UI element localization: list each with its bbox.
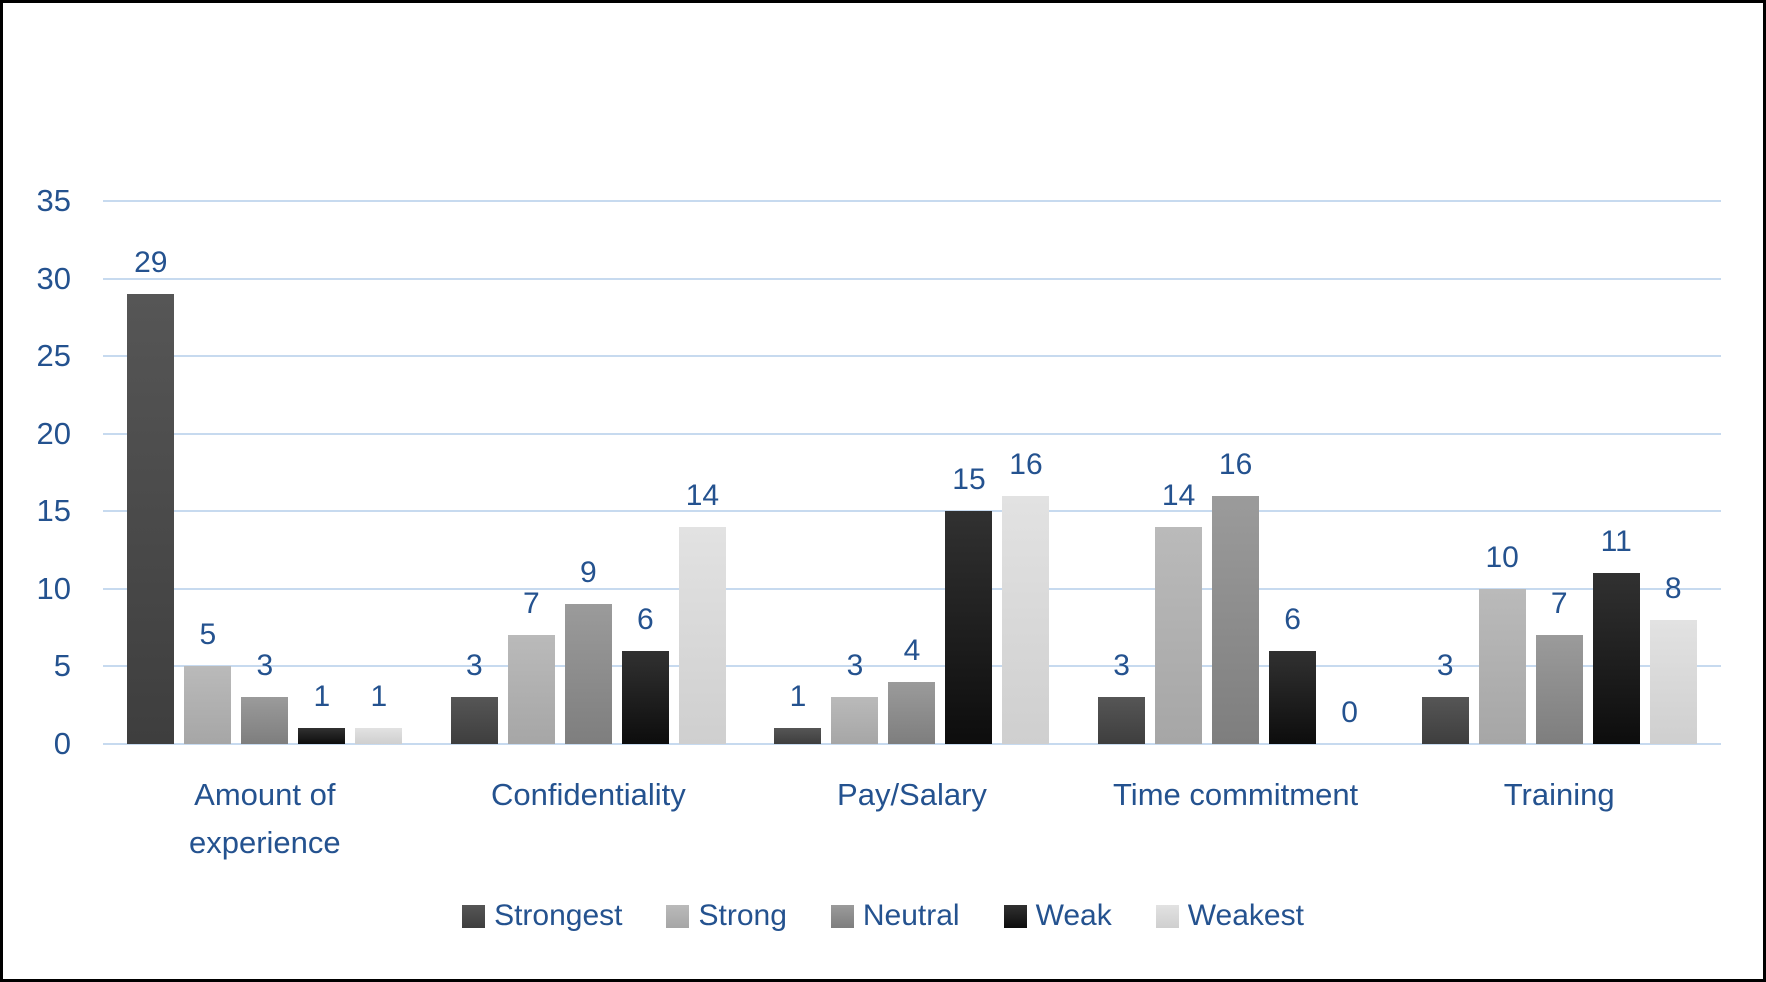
gridline [103,432,1721,435]
bar-strongest [450,697,498,744]
y-tick-label: 20 [36,415,71,451]
gridline [103,587,1721,590]
bar-strong [507,635,555,744]
bar-value-label: 16 [1009,448,1043,481]
bar-strong [1478,589,1526,744]
legend-swatch-strongest [462,904,486,928]
bar-value-label: 11 [1600,525,1632,558]
bar-value-label: 4 [903,634,921,667]
bar-weakest [355,728,403,744]
bar-value-label: 16 [1218,448,1253,481]
bar-strongest [774,728,822,744]
legend-item-weak: Weak [1003,899,1112,933]
bar-neutral [241,697,289,744]
bar-value-label: 1 [789,680,807,713]
gridline [103,277,1721,280]
bar-weak [945,511,993,744]
legend: Strongest Strong Neutral Weak Weakest [3,899,1763,933]
bar-strong [184,666,232,744]
plot-area: 29 5 3 1 1 3 7 9 6 14 1 3 4 15 16 3 14 16 6 0 3 10 7 11 8 [103,3,1721,745]
legend-swatch-strong [666,904,690,928]
bar-neutral [888,682,936,744]
x-axis-line [103,743,1721,745]
bar-neutral [564,604,612,744]
bar-value-label: 15 [952,463,986,496]
legend-label: Strongest [494,899,623,932]
bar-group: 3 10 7 11 8 [1397,3,1721,744]
bar-value-label: 3 [466,649,483,682]
bar-value-label: 3 [1436,649,1454,682]
bar-weak [621,651,669,744]
y-tick-label: 10 [36,570,71,606]
bar-strong [1155,527,1203,744]
bar-value-label: 3 [256,649,274,682]
legend-swatch-neutral [830,904,854,928]
bar-value-label: 7 [523,587,540,620]
category-label-line: experience [188,825,341,860]
bar-group: 3 7 9 6 14 [427,3,751,744]
category-label-line: Amount of [194,777,336,812]
y-tick-label: 30 [36,260,71,296]
bar-value-label: 9 [580,556,597,589]
bar-strongest [1098,697,1146,744]
category-label: Training [1397,771,1721,819]
legend-swatch-weak [1003,904,1027,928]
category-label-line: Training [1503,777,1615,812]
bar-value-label: 10 [1485,541,1519,574]
bar-value-label: 5 [199,618,217,651]
bar-value-label: 29 [134,246,168,279]
legend-label: Neutral [862,899,960,932]
category-label-line: Confidentiality [491,777,686,812]
legend-item-weakest: Weakest [1155,899,1304,933]
bar-value-label: 14 [685,479,720,512]
bar-value-label: 7 [1550,587,1568,620]
gridline [103,510,1721,513]
bar-neutral [1535,635,1583,744]
bar-strongest [1421,697,1469,744]
bar-value-label: 1 [370,680,388,713]
gridline [103,355,1721,358]
bar-strongest [127,294,175,744]
bar-weak [1592,573,1640,744]
bar-value-label: 3 [1113,649,1130,682]
category-label: Pay/Salary [750,771,1074,819]
category-label: Amount of experience [103,771,427,867]
legend-label: Weak [1035,899,1112,932]
y-tick-label: 25 [36,338,71,374]
category-label-line: Pay/Salary [837,777,987,812]
y-tick-label: 5 [53,648,71,684]
y-tick-label: 15 [36,493,71,529]
category-label-line: Time commitment [1113,777,1359,812]
y-tick-label: 0 [53,726,71,761]
bar-group: 1 3 4 15 16 [750,3,1074,744]
legend-item-strong: Strong [666,899,787,933]
bar-weak [298,728,346,744]
bar-strong [831,697,879,744]
bar-group: 3 14 16 6 0 [1074,3,1398,744]
bar-weakest [1649,620,1697,744]
bar-value-label: 3 [846,649,864,682]
category-label: Time commitment [1074,771,1398,819]
bar-neutral [1212,496,1260,744]
bar-value-label: 0 [1341,696,1358,729]
bar-weak [1269,651,1317,744]
bar-value-label: 1 [313,680,331,713]
bar-value-label: 14 [1161,479,1196,512]
gridline [103,665,1721,668]
y-tick-label: 35 [36,183,71,218]
bar-value-label: 8 [1664,572,1682,605]
gridline [103,200,1721,202]
bar-value-label: 6 [1284,603,1301,636]
legend-label: Strong [698,899,787,932]
bar-group: 29 5 3 1 1 [103,3,427,744]
bar-weakest [678,527,726,744]
legend-swatch-weakest [1155,904,1179,928]
bar-value-label: 6 [637,603,654,636]
legend-label: Weakest [1187,899,1304,932]
legend-item-strongest: Strongest [462,899,622,933]
bar-weakest [1002,496,1050,744]
legend-item-neutral: Neutral [830,899,960,933]
category-label: Confidentiality [427,771,751,819]
